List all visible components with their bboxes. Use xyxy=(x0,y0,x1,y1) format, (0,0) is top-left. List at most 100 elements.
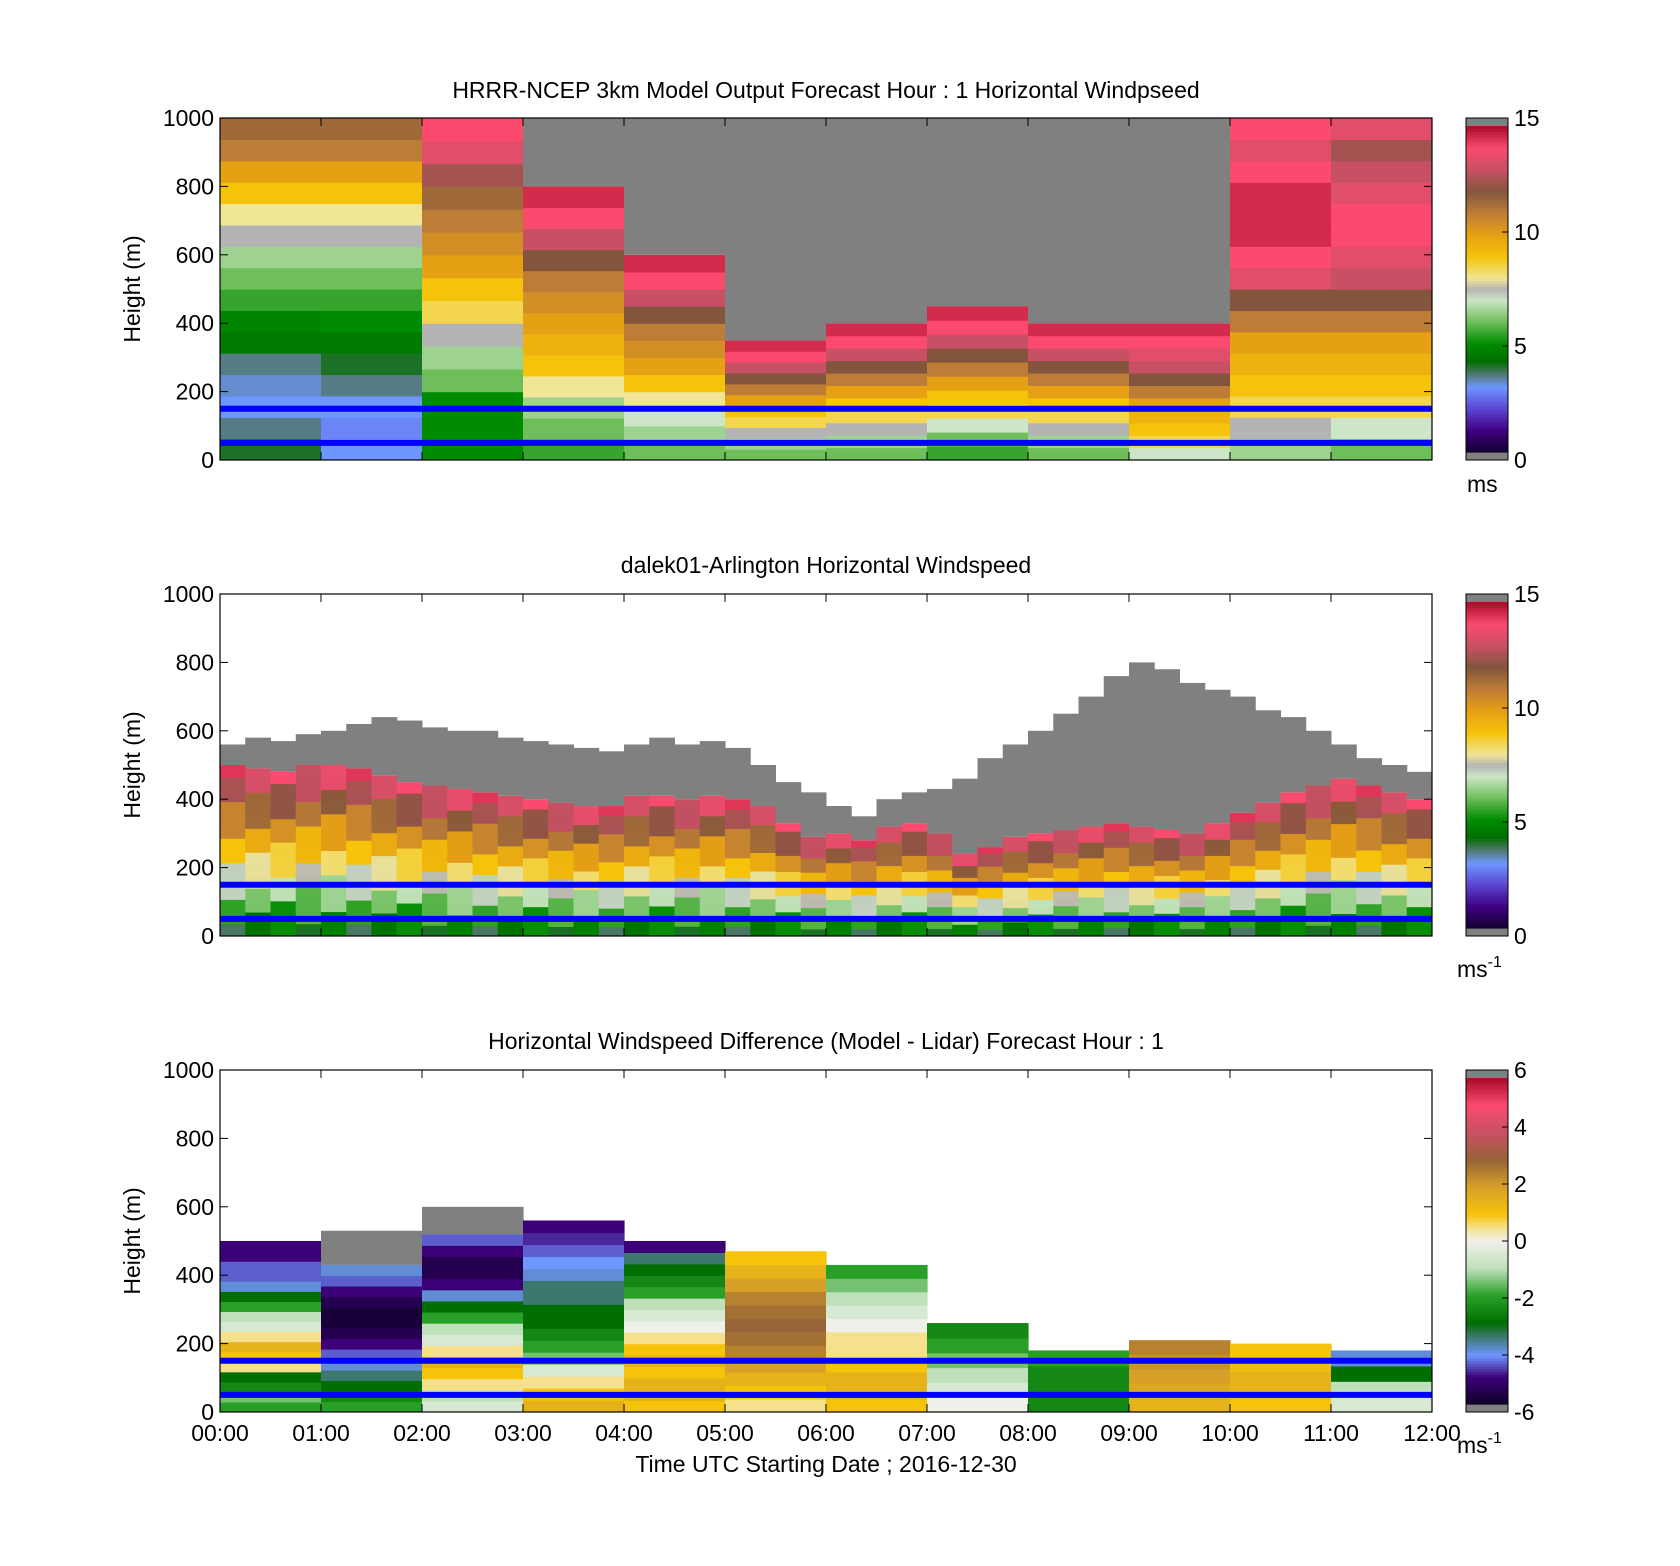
heatmap-cell xyxy=(699,895,726,907)
heatmap-cell xyxy=(674,887,701,898)
heatmap-cell xyxy=(1103,871,1130,881)
chart-title-difference: Horizontal Windspeed Difference (Model -… xyxy=(488,1028,1164,1054)
colorbar-segment xyxy=(1466,629,1508,633)
chart-title-lidar: dalek01-Arlington Horizontal Windspeed xyxy=(621,552,1031,578)
heatmap-cell xyxy=(725,1331,827,1346)
colorbar-segment xyxy=(1466,1368,1508,1372)
heatmap-cell xyxy=(1230,246,1332,269)
heatmap-cell xyxy=(826,335,928,349)
colorbar-segment xyxy=(1466,634,1508,638)
colorbar-segment xyxy=(1466,226,1508,230)
heatmap-cell xyxy=(447,904,473,916)
x-axis-label: Time UTC Starting Date ; 2016-12-30 xyxy=(635,1451,1016,1477)
missing-region xyxy=(927,788,953,834)
missing-region xyxy=(346,723,372,769)
colorbar-segment xyxy=(1466,384,1508,388)
colorbar-segment xyxy=(1466,650,1508,655)
heatmap-cell xyxy=(826,848,852,856)
heatmap-cell xyxy=(1028,884,1054,893)
heatmap-cell xyxy=(598,898,625,909)
colorbar-tick-label: 2 xyxy=(1514,1171,1527,1197)
colorbar-segment xyxy=(1466,155,1508,160)
colorbar-segment xyxy=(1466,346,1508,350)
colorbar-segment xyxy=(1466,1360,1508,1364)
heatmap-cell xyxy=(346,888,372,901)
colorbar-segment xyxy=(1466,1202,1508,1207)
colorbar-segment xyxy=(1466,237,1508,241)
colorbar-segment xyxy=(1466,327,1508,331)
heatmap-cell xyxy=(321,838,347,851)
heatmap-cell xyxy=(523,1268,625,1281)
heatmap-cell xyxy=(220,1241,322,1252)
colorbar-segment xyxy=(1466,1116,1508,1120)
heatmap-cell xyxy=(573,898,600,909)
missing-region xyxy=(1078,696,1105,827)
heatmap-cell xyxy=(1028,1365,1130,1382)
heatmap-cell xyxy=(523,1340,625,1353)
heatmap-cell xyxy=(649,825,675,837)
heatmap-cell xyxy=(649,905,675,917)
colorbar-segment xyxy=(1466,438,1508,442)
heatmap-cell xyxy=(674,906,701,917)
heatmap-cell xyxy=(750,852,776,863)
heatmap-cell xyxy=(952,894,978,902)
colorbar-segment xyxy=(1466,1162,1508,1166)
heatmap-cell xyxy=(725,848,751,859)
missing-region xyxy=(800,792,827,837)
heatmap-cell xyxy=(220,777,246,790)
colorbar-segment xyxy=(1466,1156,1508,1161)
heatmap-cell xyxy=(800,836,827,845)
y-tick-label: 1000 xyxy=(163,581,214,607)
heatmap-cell xyxy=(952,865,978,873)
heatmap-cell xyxy=(447,925,473,936)
colorbar-segment xyxy=(1466,607,1508,611)
heatmap-cell xyxy=(1331,353,1432,376)
colorbar-segment xyxy=(1466,1121,1508,1125)
heatmap-cell xyxy=(649,795,675,807)
colorbar-segment xyxy=(1466,229,1508,233)
colorbar-segment xyxy=(1466,419,1508,423)
heatmap-cell xyxy=(927,848,953,856)
heatmap-cell xyxy=(523,1364,625,1377)
heatmap-cell xyxy=(901,855,928,864)
heatmap-cell xyxy=(851,929,877,936)
heatmap-cell xyxy=(1230,900,1256,911)
colorbar-segment xyxy=(1466,631,1508,636)
heatmap-cell xyxy=(1179,899,1206,908)
heatmap-cell xyxy=(1331,857,1357,870)
heatmap-cell xyxy=(1154,898,1180,907)
heatmap-cell xyxy=(396,848,423,860)
colorbar-units-lidar-sup: -1 xyxy=(1488,954,1502,971)
heatmap-cell xyxy=(1129,896,1155,906)
heatmap-cell xyxy=(220,1361,322,1373)
heatmap-cell xyxy=(927,870,953,878)
heatmap-cell xyxy=(220,1311,322,1323)
colorbar-model: 0 5 10 15 xyxy=(1465,105,1540,473)
colorbar-units-model: ms xyxy=(1467,471,1498,497)
heatmap-cell xyxy=(1002,907,1029,916)
heatmap-cell xyxy=(1230,892,1256,902)
colorbar-segment xyxy=(1466,1086,1508,1090)
heatmap-cell xyxy=(1053,829,1079,839)
heatmap-cell xyxy=(725,926,751,936)
colorbar-segment xyxy=(1466,832,1508,837)
heatmap-cell xyxy=(422,839,448,851)
heatmap-cell xyxy=(523,1376,625,1389)
heatmap-cell xyxy=(245,792,271,805)
colorbar-segment xyxy=(1466,1140,1508,1144)
colorbar-segment xyxy=(1466,1260,1508,1264)
heatmap-cell xyxy=(1002,865,1029,873)
heatmap-cell xyxy=(674,828,701,839)
heatmap-cell xyxy=(220,887,246,900)
heatmap-cell xyxy=(422,300,524,324)
heatmap-cell xyxy=(422,1278,524,1291)
heatmap-cell xyxy=(1129,447,1231,460)
colorbar-segment xyxy=(1466,185,1508,190)
y-tick-label: 200 xyxy=(176,1331,214,1357)
missing-region xyxy=(321,1230,423,1265)
heatmap-cell xyxy=(826,921,852,930)
heatmap-cell xyxy=(1002,900,1029,909)
colorbar-segment xyxy=(1466,699,1508,704)
colorbar-units-lidar-base: ms xyxy=(1457,956,1488,982)
heatmap-cell xyxy=(624,805,650,817)
